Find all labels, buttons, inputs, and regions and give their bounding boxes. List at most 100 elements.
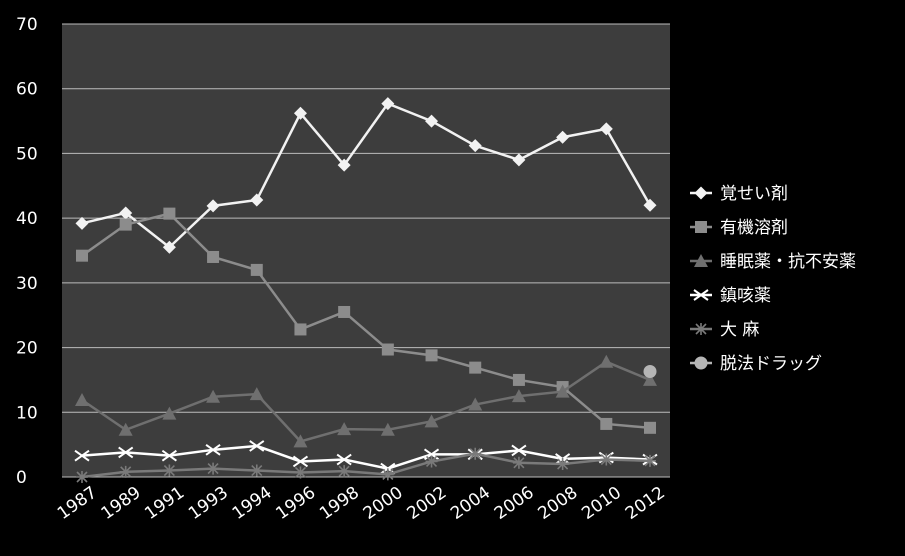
- data-point: [511, 389, 526, 403]
- data-point: [556, 130, 570, 144]
- data-point: [206, 389, 221, 403]
- y-tick-label: 30: [16, 274, 38, 294]
- data-point: [249, 440, 265, 452]
- legend-marker: [694, 254, 708, 267]
- data-point: [161, 449, 177, 462]
- series-4: [74, 440, 658, 475]
- data-point: [293, 106, 307, 120]
- data-point: [119, 465, 132, 478]
- series-2: [76, 207, 656, 434]
- y-tick-label: 50: [16, 144, 38, 164]
- legend-label: 睡眠薬・抗不安薬: [720, 252, 856, 272]
- series-layer: [74, 97, 658, 483]
- series-line: [81, 102, 652, 249]
- legend-item: 鎮咳薬: [690, 286, 771, 306]
- data-point: [469, 361, 482, 374]
- data-point: [337, 422, 352, 436]
- data-point: [643, 198, 657, 212]
- data-point: [294, 323, 307, 336]
- legend-item: 大 麻: [690, 320, 759, 340]
- data-point: [381, 97, 395, 111]
- data-point: [119, 206, 133, 220]
- data-point: [250, 464, 263, 477]
- series-6: [643, 365, 657, 379]
- y-tick-label: 20: [16, 339, 38, 359]
- y-tick-label: 40: [16, 209, 38, 229]
- data-point: [206, 199, 220, 213]
- data-point: [511, 444, 527, 457]
- data-point: [381, 343, 394, 356]
- legend-item: 有機溶剤: [690, 218, 788, 238]
- data-point: [76, 249, 88, 262]
- data-point: [205, 444, 221, 456]
- data-point: [469, 447, 482, 460]
- data-point: [76, 471, 88, 483]
- legend-marker: [694, 356, 708, 370]
- data-point: [381, 468, 394, 481]
- data-point: [380, 422, 395, 436]
- data-point: [556, 458, 569, 471]
- data-point: [75, 392, 89, 406]
- data-point: [162, 406, 177, 420]
- data-point: [643, 372, 657, 386]
- legend-label: 有機溶剤: [720, 218, 788, 238]
- legend-item: 脱法ドラッグ: [690, 354, 822, 374]
- data-point: [643, 365, 657, 379]
- series-line: [81, 452, 651, 479]
- data-point: [338, 465, 351, 478]
- data-point: [337, 158, 351, 172]
- data-point: [163, 464, 176, 477]
- data-point: [249, 387, 264, 401]
- data-point: [118, 446, 134, 459]
- data-point: [207, 250, 220, 263]
- series-line: [81, 444, 651, 470]
- series-line: [81, 360, 651, 443]
- legend-label: 覚せい剤: [720, 184, 788, 204]
- legend-label: 大 麻: [720, 320, 759, 340]
- data-point: [293, 434, 308, 448]
- series-line: [81, 212, 651, 430]
- data-point: [294, 466, 307, 479]
- data-point: [644, 421, 656, 434]
- data-point: [512, 373, 525, 386]
- legend-marker: [695, 323, 707, 335]
- data-point: [644, 454, 656, 467]
- legend-marker: [693, 289, 709, 301]
- data-point: [250, 263, 263, 276]
- data-point: [512, 456, 525, 469]
- data-point: [336, 453, 352, 466]
- data-point: [600, 417, 613, 430]
- y-tick-label: 0: [16, 468, 27, 488]
- data-point: [119, 218, 132, 231]
- series-5: [76, 447, 656, 483]
- y-axis-ticks: 0 10 20 30 40 50 60 70: [16, 15, 38, 488]
- data-point: [599, 354, 614, 368]
- legend-item: 睡眠薬・抗不安薬: [690, 252, 856, 272]
- y-tick-label: 60: [16, 80, 38, 100]
- y-tick-label: 70: [16, 15, 38, 35]
- data-point: [424, 414, 439, 428]
- data-point: [163, 207, 176, 220]
- data-point: [250, 193, 264, 207]
- data-point: [512, 153, 526, 167]
- data-point: [74, 449, 90, 462]
- data-point: [338, 305, 351, 318]
- data-point: [425, 455, 438, 468]
- data-point: [600, 453, 613, 466]
- data-point: [207, 462, 220, 475]
- legend-marker: [695, 221, 707, 233]
- plot-area: [62, 24, 670, 477]
- legend-label: 鎮咳薬: [720, 286, 771, 306]
- data-point: [75, 216, 89, 230]
- data-point: [468, 139, 482, 153]
- data-point: [118, 422, 133, 436]
- legend-label: 脱法ドラッグ: [720, 354, 822, 374]
- data-point: [468, 397, 483, 411]
- data-point: [425, 114, 439, 128]
- data-point: [425, 349, 438, 362]
- y-tick-label: 10: [16, 403, 38, 423]
- data-point: [599, 122, 613, 136]
